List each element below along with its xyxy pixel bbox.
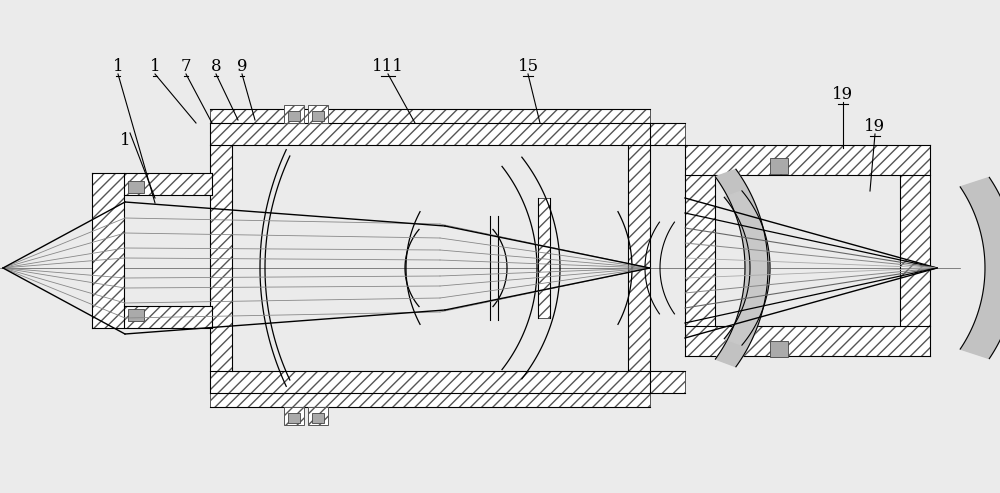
Bar (770, 158, 788, 174)
Text: 15: 15 (517, 58, 539, 75)
Bar (210, 123, 650, 145)
Text: 7: 7 (181, 58, 191, 75)
Bar (312, 111, 324, 121)
Text: 19: 19 (832, 86, 854, 103)
Bar (210, 393, 650, 407)
Bar (308, 407, 328, 425)
Bar (92, 173, 124, 328)
Bar (284, 407, 304, 425)
Bar (284, 105, 304, 123)
Polygon shape (724, 191, 770, 345)
Bar (538, 198, 550, 318)
Bar (685, 145, 930, 175)
Text: 9: 9 (237, 58, 247, 75)
Text: 1: 1 (150, 58, 160, 75)
Text: 111: 111 (372, 58, 404, 75)
Text: 1: 1 (113, 58, 123, 75)
Bar (312, 413, 324, 423)
Text: 8: 8 (211, 58, 221, 75)
Bar (288, 413, 300, 423)
Bar (210, 145, 232, 371)
Bar (128, 309, 144, 321)
Bar (685, 326, 930, 356)
Bar (770, 341, 788, 357)
Bar (124, 306, 212, 328)
Text: 1: 1 (120, 132, 131, 149)
Bar (210, 371, 650, 393)
Bar (685, 175, 715, 326)
Bar (308, 105, 328, 123)
Text: 19: 19 (864, 118, 886, 135)
Bar (124, 173, 212, 195)
Bar (288, 111, 300, 121)
Bar (650, 123, 685, 145)
Polygon shape (960, 177, 1000, 358)
Bar (900, 175, 930, 326)
Bar (210, 109, 650, 123)
Polygon shape (715, 169, 768, 367)
Bar (650, 371, 685, 393)
Bar (128, 181, 144, 193)
Bar (628, 145, 650, 371)
